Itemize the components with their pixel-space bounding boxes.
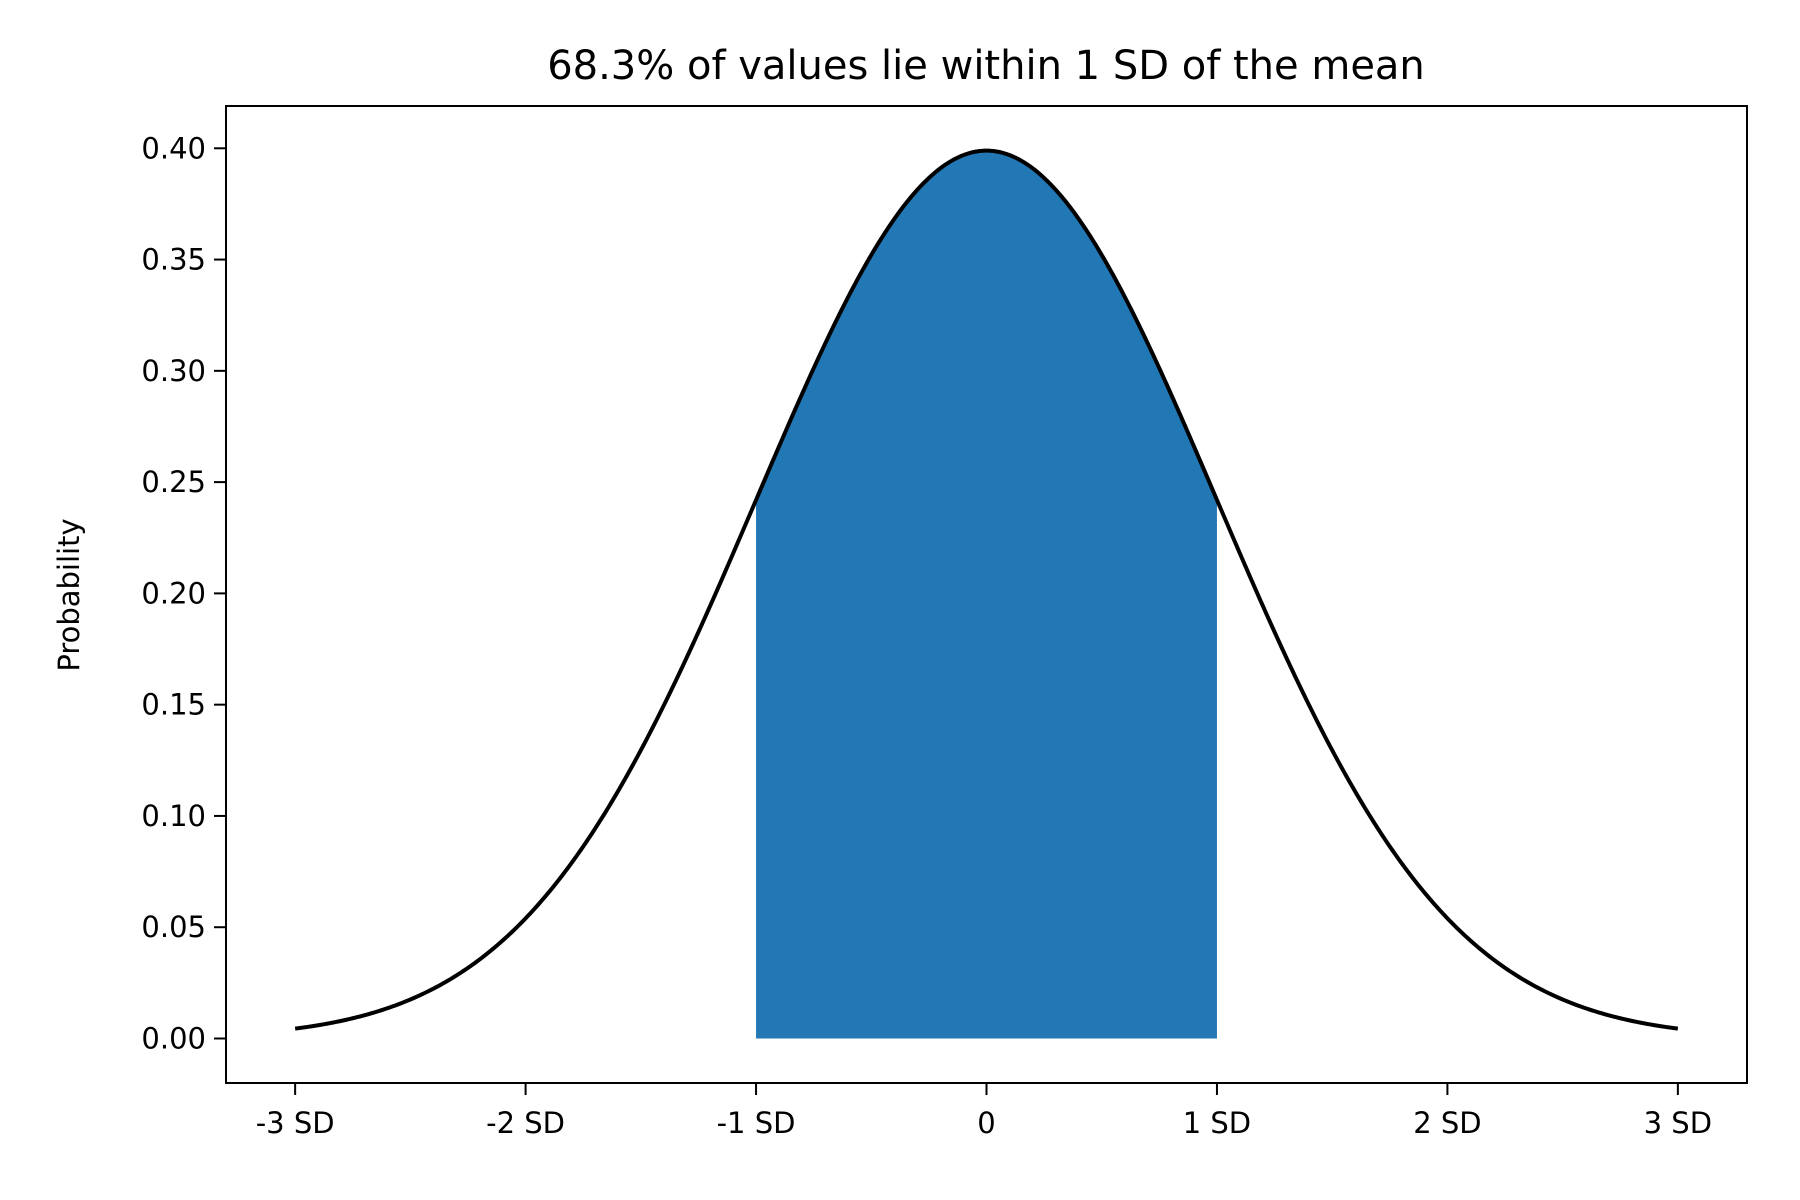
y-tick-label: 0.25: [141, 465, 206, 499]
x-tick-label: 3 SD: [1644, 1106, 1712, 1140]
x-tick-label: 1 SD: [1183, 1106, 1251, 1140]
x-tick-label: 2 SD: [1413, 1106, 1481, 1140]
y-tick-label: 0.00: [141, 1021, 206, 1055]
shaded-area-within-1-sd: [756, 150, 1217, 1039]
y-axis-label: Probability: [52, 518, 86, 671]
x-tick-label: 0: [977, 1106, 995, 1140]
normal-curve-line: [294, 148, 1679, 1031]
y-tick-label: 0.20: [141, 576, 206, 610]
y-tick-label: 0.10: [141, 799, 206, 833]
chart-title: 68.3% of values lie within 1 SD of the m…: [547, 43, 1425, 89]
y-tick-label: 0.30: [141, 354, 206, 388]
x-tick-label: -3 SD: [256, 1106, 335, 1140]
y-tick-label: 0.15: [141, 688, 206, 722]
y-tick-label: 0.40: [141, 131, 206, 165]
x-tick-label: -1 SD: [717, 1106, 796, 1140]
x-tick-label: -2 SD: [486, 1106, 565, 1140]
y-tick-label: 0.35: [141, 243, 206, 277]
y-tick-label: 0.05: [141, 910, 206, 944]
